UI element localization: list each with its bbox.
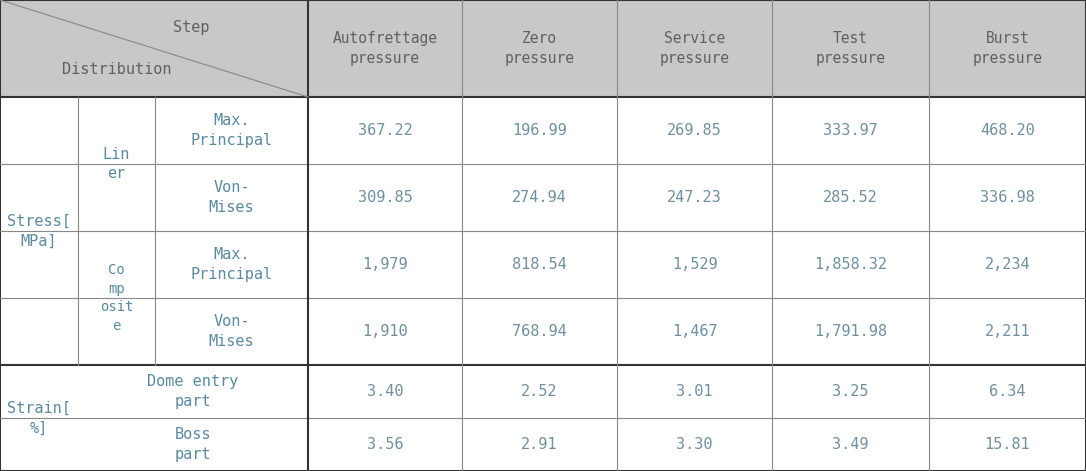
Bar bbox=[0, 365, 1086, 418]
Bar bbox=[0, 164, 1086, 231]
Text: 285.52: 285.52 bbox=[823, 190, 877, 205]
Text: 269.85: 269.85 bbox=[667, 123, 722, 138]
Text: 468.20: 468.20 bbox=[981, 123, 1035, 138]
Text: 3.56: 3.56 bbox=[367, 437, 403, 452]
Text: 3.25: 3.25 bbox=[832, 384, 869, 399]
Text: 1,529: 1,529 bbox=[671, 257, 718, 272]
Text: 336.98: 336.98 bbox=[981, 190, 1035, 205]
Text: 2.52: 2.52 bbox=[521, 384, 558, 399]
Text: Distribution: Distribution bbox=[62, 62, 172, 77]
Text: 3.01: 3.01 bbox=[677, 384, 712, 399]
Text: Strain[
%]: Strain[ %] bbox=[8, 401, 71, 435]
Text: 1,858.32: 1,858.32 bbox=[814, 257, 887, 272]
Text: Co
mp
osit
e: Co mp osit e bbox=[100, 263, 134, 333]
Text: 2,234: 2,234 bbox=[985, 257, 1031, 272]
Text: Lin
er: Lin er bbox=[103, 146, 130, 181]
Text: Service
pressure: Service pressure bbox=[659, 31, 730, 66]
Text: Max.
Principal: Max. Principal bbox=[190, 113, 273, 148]
Bar bbox=[0, 298, 1086, 365]
Text: 1,910: 1,910 bbox=[363, 324, 408, 339]
Text: 333.97: 333.97 bbox=[823, 123, 877, 138]
Text: Burst
pressure: Burst pressure bbox=[972, 31, 1043, 66]
Bar bbox=[0, 97, 1086, 164]
Text: Step: Step bbox=[173, 20, 210, 35]
Text: 247.23: 247.23 bbox=[667, 190, 722, 205]
Text: Test
pressure: Test pressure bbox=[816, 31, 885, 66]
Text: 1,791.98: 1,791.98 bbox=[814, 324, 887, 339]
Bar bbox=[0, 231, 1086, 298]
Text: 274.94: 274.94 bbox=[513, 190, 567, 205]
Text: 309.85: 309.85 bbox=[357, 190, 413, 205]
Text: 2.91: 2.91 bbox=[521, 437, 558, 452]
Text: 2,211: 2,211 bbox=[985, 324, 1031, 339]
Text: Boss
part: Boss part bbox=[175, 427, 212, 462]
Bar bbox=[0, 418, 1086, 471]
Text: Dome entry
part: Dome entry part bbox=[148, 374, 239, 409]
Text: 1,467: 1,467 bbox=[671, 324, 718, 339]
Text: 3.40: 3.40 bbox=[367, 384, 403, 399]
Text: 367.22: 367.22 bbox=[357, 123, 413, 138]
Text: 196.99: 196.99 bbox=[513, 123, 567, 138]
Text: Stress[
MPa]: Stress[ MPa] bbox=[8, 214, 71, 248]
Text: Von-
Mises: Von- Mises bbox=[209, 180, 254, 215]
Text: Max.
Principal: Max. Principal bbox=[190, 247, 273, 282]
Bar bbox=[0, 0, 1086, 97]
Text: Von-
Mises: Von- Mises bbox=[209, 314, 254, 349]
Text: 6.34: 6.34 bbox=[989, 384, 1026, 399]
Text: 15.81: 15.81 bbox=[985, 437, 1031, 452]
Text: Zero
pressure: Zero pressure bbox=[505, 31, 574, 66]
Text: Autofrettage
pressure: Autofrettage pressure bbox=[332, 31, 438, 66]
Text: 768.94: 768.94 bbox=[513, 324, 567, 339]
Text: 818.54: 818.54 bbox=[513, 257, 567, 272]
Text: 3.49: 3.49 bbox=[832, 437, 869, 452]
Text: 3.30: 3.30 bbox=[677, 437, 712, 452]
Text: 1,979: 1,979 bbox=[363, 257, 408, 272]
